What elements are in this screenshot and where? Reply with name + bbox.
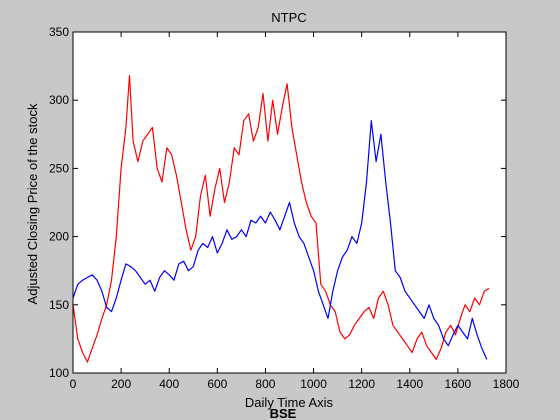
series-layer (72, 74, 490, 363)
y-tick-label: 300 (49, 93, 69, 107)
y-tick-label: 200 (49, 230, 69, 244)
x-tick-label: 600 (207, 377, 227, 391)
x-tick-label: 1800 (493, 377, 520, 391)
x-tick-label: 0 (70, 377, 77, 391)
x-tick-label: 400 (159, 377, 179, 391)
chart-caption: BSE (270, 406, 297, 420)
y-tick-label: 250 (49, 161, 69, 175)
y-tick-label: 100 (49, 366, 69, 380)
x-tick-label: 1400 (396, 377, 423, 391)
ticks-layer: 0 200 400 600 800 1000 1200 1400 1600 1800 100 150 2… (49, 25, 520, 391)
chart-title: NTPC (271, 10, 306, 25)
series-line-1 (72, 74, 490, 363)
series-line-2 (72, 120, 488, 360)
y-tick-label: 350 (49, 25, 69, 39)
x-tick-label: 200 (111, 377, 131, 391)
x-tick-label: 1000 (300, 377, 327, 391)
y-axis-label: Adjusted Closing Price of the stock (25, 103, 40, 304)
x-tick-label: 1200 (348, 377, 375, 391)
y-tick-label: 150 (49, 298, 69, 312)
x-tick-label: 800 (255, 377, 275, 391)
plot-frame (72, 31, 507, 374)
x-axis-label: Daily Time Axis (245, 395, 334, 410)
x-tick-label: 1600 (445, 377, 472, 391)
